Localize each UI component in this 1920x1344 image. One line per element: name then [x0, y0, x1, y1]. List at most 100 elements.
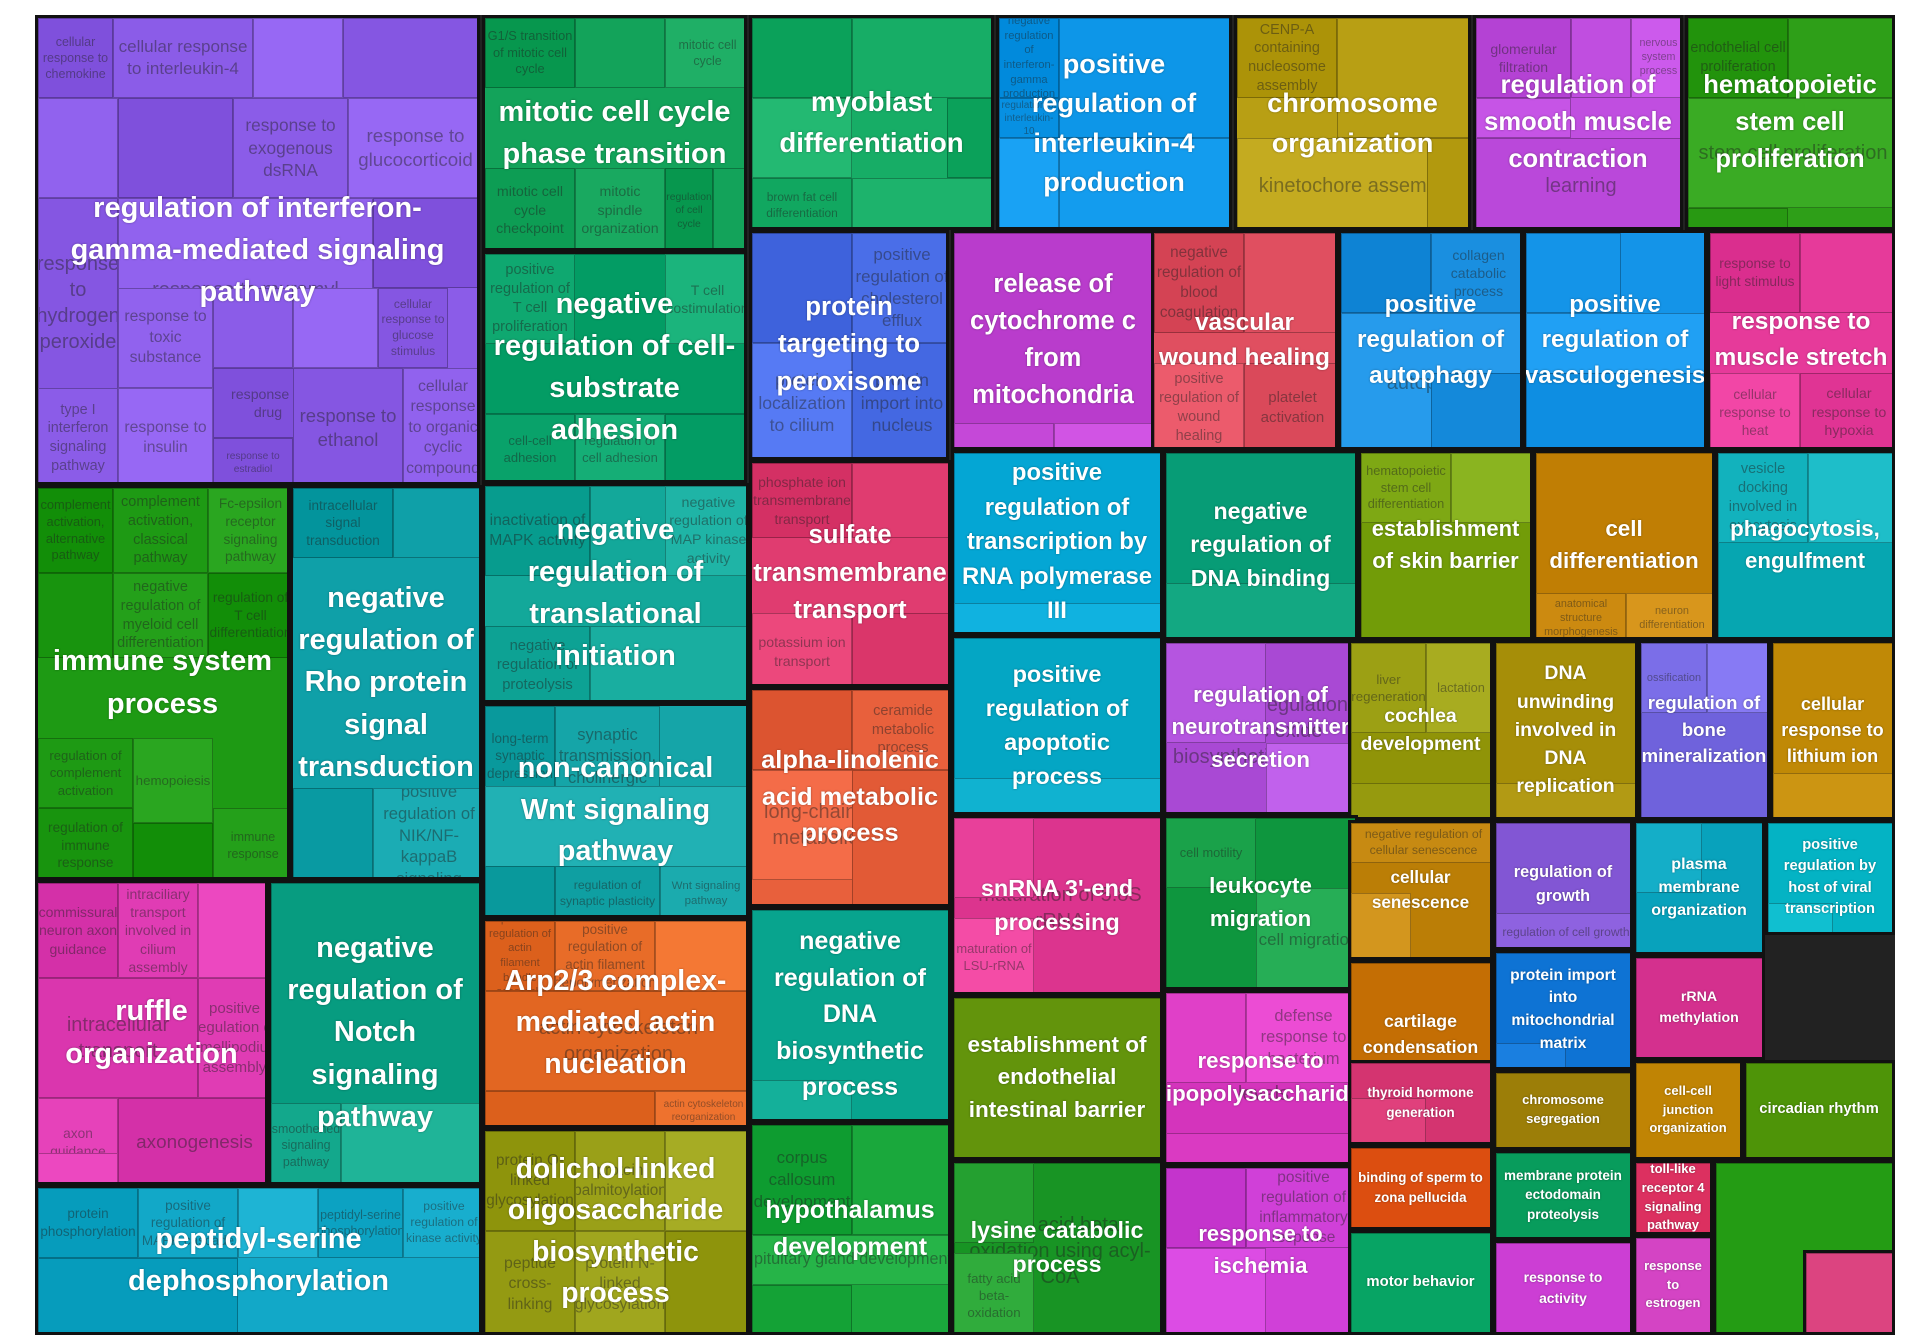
treemap-term-negative-regulation-of-myeloid-cell-differentiation: negative regulation of myeloid cell diff… — [113, 573, 208, 658]
treemap-group-response-to-estrogen: response to estrogen — [1633, 1235, 1713, 1335]
treemap-term-ruffle-organization — [198, 883, 265, 978]
treemap-group-positive-regulation-of-transcription-by-rna-polymerase-iii: positive regulation of transcription by … — [951, 450, 1163, 635]
treemap-term-label: corpus callosum development — [753, 1148, 851, 1211]
treemap-group-peptidyl-serine-dephosphorylation: protein phosphorylation positive regulati… — [35, 1185, 482, 1335]
treemap-term-hematopoietic-stem-cell-differentiation: hematopoietic stem cell differentiation — [1361, 453, 1451, 523]
treemap-term-brown-fat-cell-differentiation: brown fat cell differentiation — [752, 178, 852, 227]
treemap-term-cell-motility: cell motility — [1166, 818, 1256, 888]
treemap-term-label: type I interferon signaling pathway — [47, 401, 109, 474]
treemap-term-response-to-lipopolysaccharide — [1166, 993, 1246, 1083]
treemap-term-cellular-response-to-heat: cellular response to heat — [1710, 373, 1800, 447]
treemap-group-regulation-of-interferon-gamma-mediated-signaling-pathway: cellular response to chemokine cellular r… — [35, 15, 480, 485]
treemap-term-blank-2-4 — [852, 178, 991, 227]
treemap-term-peptidyl-serine-phosphorylation: peptidyl-serine phosphorylation — [318, 1188, 403, 1258]
treemap-term-positive-regulation-of-t-cell-proliferation: positive regulation of T cell proliferat… — [485, 254, 575, 344]
treemap-term-arp2-3-complex-mediated-actin-nucleation — [655, 921, 746, 991]
treemap-term-label: liver regeneration — [1351, 671, 1426, 704]
treemap-term-cellular-response-to-organic-cyclic-compound: cellular response to organic cyclic comp… — [403, 368, 477, 482]
treemap-group-non-canonical-wnt-signaling-pathway: long-term synaptic depression synaptic tr… — [482, 703, 749, 918]
treemap-term-negative-regulation-of-map-kinase-activity: negative regulation of MAP kinase activi… — [665, 486, 746, 576]
treemap-group-regulation-of-neurotransmitter-secretion: negative regulation of nitric oxide bios… — [1163, 640, 1358, 815]
treemap-group-cellular-response-to-lithium-ion: cellular response to lithium ion — [1770, 640, 1895, 820]
treemap-term-protein-palmitoylation: protein palmitoylation — [575, 1131, 665, 1231]
treemap-term-label: intracellular transport — [66, 1014, 170, 1062]
treemap-term-label: negative regulation of proteolysis — [496, 638, 579, 693]
treemap-term-immune-response: immune response — [213, 808, 287, 877]
treemap-term-blank-6-3 — [1688, 208, 1788, 227]
treemap-group-phagocytosis-engulfment: vesicle docking involved in exocytosis ph… — [1715, 450, 1895, 640]
treemap-term-blank-0-4 — [38, 98, 118, 198]
treemap-term-blank-52-3 — [752, 1285, 852, 1332]
treemap-term-learning: learning — [1476, 138, 1680, 227]
treemap-group-mitotic-cell-cycle-phase-transition: G1/S transition of mitotic cell cycle mit… — [482, 15, 747, 251]
treemap-group-leukocyte-migration: cell motility cell migration leukocyte mig… — [1163, 815, 1358, 990]
treemap-term-label: peptidyl-serine phosphorylation — [318, 1207, 403, 1238]
treemap-term-label: protein N-linked glycosylation — [575, 1254, 665, 1313]
treemap-term-label: complement activation, alternative pathw… — [40, 497, 111, 563]
treemap-term-label: negative regulation of blood coagulation — [1156, 244, 1242, 321]
treemap-term-mitotic-spindle-organization: mitotic spindle organization — [575, 168, 665, 248]
treemap-term-intracellular-transport: intracellular transport — [38, 978, 198, 1098]
treemap-term-response-to-hydrogen-peroxide: response to hydrogen peroxide — [38, 198, 118, 408]
treemap-term-blank-29-2 — [1707, 643, 1767, 713]
treemap-term-label: Fc-epsilon receptor signaling pathway — [218, 495, 283, 565]
treemap-term-label: response to insulin — [124, 418, 207, 456]
treemap-term-positive-regulation-of-autophagy — [1341, 233, 1431, 313]
treemap-term-lysine-catabolic-process — [954, 1163, 1034, 1243]
treemap-term-liver-regeneration: liver regeneration — [1351, 643, 1426, 733]
treemap-term-blank-23-5 — [485, 866, 555, 915]
treemap-term-type-i-interferon-signaling-pathway: type I interferon signaling pathway — [38, 388, 118, 482]
treemap-term-label: learning — [1545, 174, 1617, 197]
treemap-group-blank-64 — [1803, 1250, 1895, 1335]
treemap-term-label: defense response to bacterium — [1260, 1007, 1347, 1068]
treemap-term-potassium-ion-transport: potassium ion transport — [752, 613, 852, 684]
treemap-group-establishment-of-skin-barrier: hematopoietic stem cell differentiation e… — [1358, 450, 1533, 640]
treemap-group-regulation-of-bone-mineralization: ossification regulation of bone mineraliz… — [1638, 640, 1770, 820]
treemap-term-maturation-of-lsu-rrna: maturation of LSU-rRNA — [954, 918, 1034, 992]
treemap-term-response-to-muscle-stretch — [1800, 233, 1892, 313]
treemap-term-label: hematopoietic stem cell differentiation — [1366, 463, 1446, 512]
treemap-term-blank-0-10 — [373, 198, 477, 288]
treemap-term-label: response to exogenous dsRNA — [245, 115, 336, 181]
treemap-term-label: fatty acid beta-oxidation — [967, 1270, 1021, 1321]
treemap-term-response-to-toxic-substance: response to toxic substance — [118, 288, 213, 388]
treemap-term-blank-46-1 — [1351, 1098, 1426, 1142]
treemap-group-cochlea-development: liver regeneration lactation cochlea devel… — [1348, 640, 1493, 820]
treemap-term-label: positive regulation of T cell proliferat… — [490, 262, 570, 335]
treemap-term-negative-regulation-of-cellular-senescence: negative regulation of cellular senescen… — [1351, 823, 1490, 863]
treemap-term-label: positive regulation of actin filament de… — [555, 921, 655, 990]
treemap-term-collagen-catabolic-process: collagen catabolic process — [1431, 233, 1520, 313]
treemap-group-positive-regulation-of-interleukin-4-production: negative regulation of interferon-gamma … — [996, 15, 1232, 230]
treemap-term-label: vesicle docking involved in exocytosis — [1728, 461, 1798, 534]
treemap-term-cellular-response-to-glucose-stimulus: cellular response to glucose stimulus — [378, 288, 448, 368]
treemap-term-blank-9-2 — [1054, 423, 1152, 447]
treemap-term-label: protein phosphorylation — [40, 1206, 136, 1239]
treemap-term-response-to-glucocorticoid: response to glucocorticoid — [348, 98, 477, 198]
treemap-term-label: protein import into nucleus — [860, 369, 944, 436]
treemap-term-regulation-of-cell-cycle: regulation of cell cycle — [665, 168, 713, 248]
treemap-term-label: ossification — [1646, 671, 1702, 684]
treemap-term-label: inactivation of MAPK activity — [489, 511, 586, 549]
treemap-term-blank-11-3 — [1431, 373, 1520, 447]
treemap-term-positive-regulation-of-cholesterol-efflux: positive regulation of cholesterol efflu… — [852, 233, 946, 343]
treemap-term-response-to-light-stimulus: response to light stimulus — [1710, 233, 1800, 313]
treemap-term-negative-regulation-of-rho-protein-signal-transduction — [393, 488, 479, 558]
treemap-term-label: negative regulation of myeloid cell diff… — [117, 578, 204, 652]
treemap-term-wnt-signaling-pathway: Wnt signaling pathway — [660, 866, 746, 915]
treemap-term-positive-regulation-of-inflammatory-response: positive regulation of inflammatory resp… — [1246, 1168, 1355, 1248]
treemap-term-blank-20-2 — [1451, 453, 1530, 523]
treemap-term-blank-27-3 — [1351, 783, 1490, 817]
treemap-term-label: regulation of cell cycle — [666, 191, 712, 230]
treemap-term-blank-3-4 — [1059, 138, 1229, 227]
treemap-term-label: protein palmitoylation — [575, 1162, 665, 1199]
treemap-term-blank-32-7 — [38, 1153, 118, 1182]
treemap-term-binding-of-sperm-to-zona-pellucida — [1351, 1148, 1490, 1227]
treemap-term-protein-localization-to-cilium: protein localization to cilium — [752, 343, 852, 457]
treemap-term-label: brown fat cell differentiation — [766, 189, 838, 220]
treemap-term-regulation-of-interferon-gamma-mediated-signaling-pathway — [213, 288, 293, 368]
treemap-term-ossification: ossification — [1641, 643, 1707, 713]
treemap-term-positive-regulation-of-interleukin-10-production: positive regulation of interleukin-10 pr… — [999, 98, 1059, 138]
treemap-group-cell-differentiation: anatomical structure morphogenesis neuron… — [1533, 450, 1715, 640]
treemap-term-label: regulation of cell adhesion — [582, 433, 658, 465]
treemap-term-label: regulation of immune response — [48, 819, 123, 871]
